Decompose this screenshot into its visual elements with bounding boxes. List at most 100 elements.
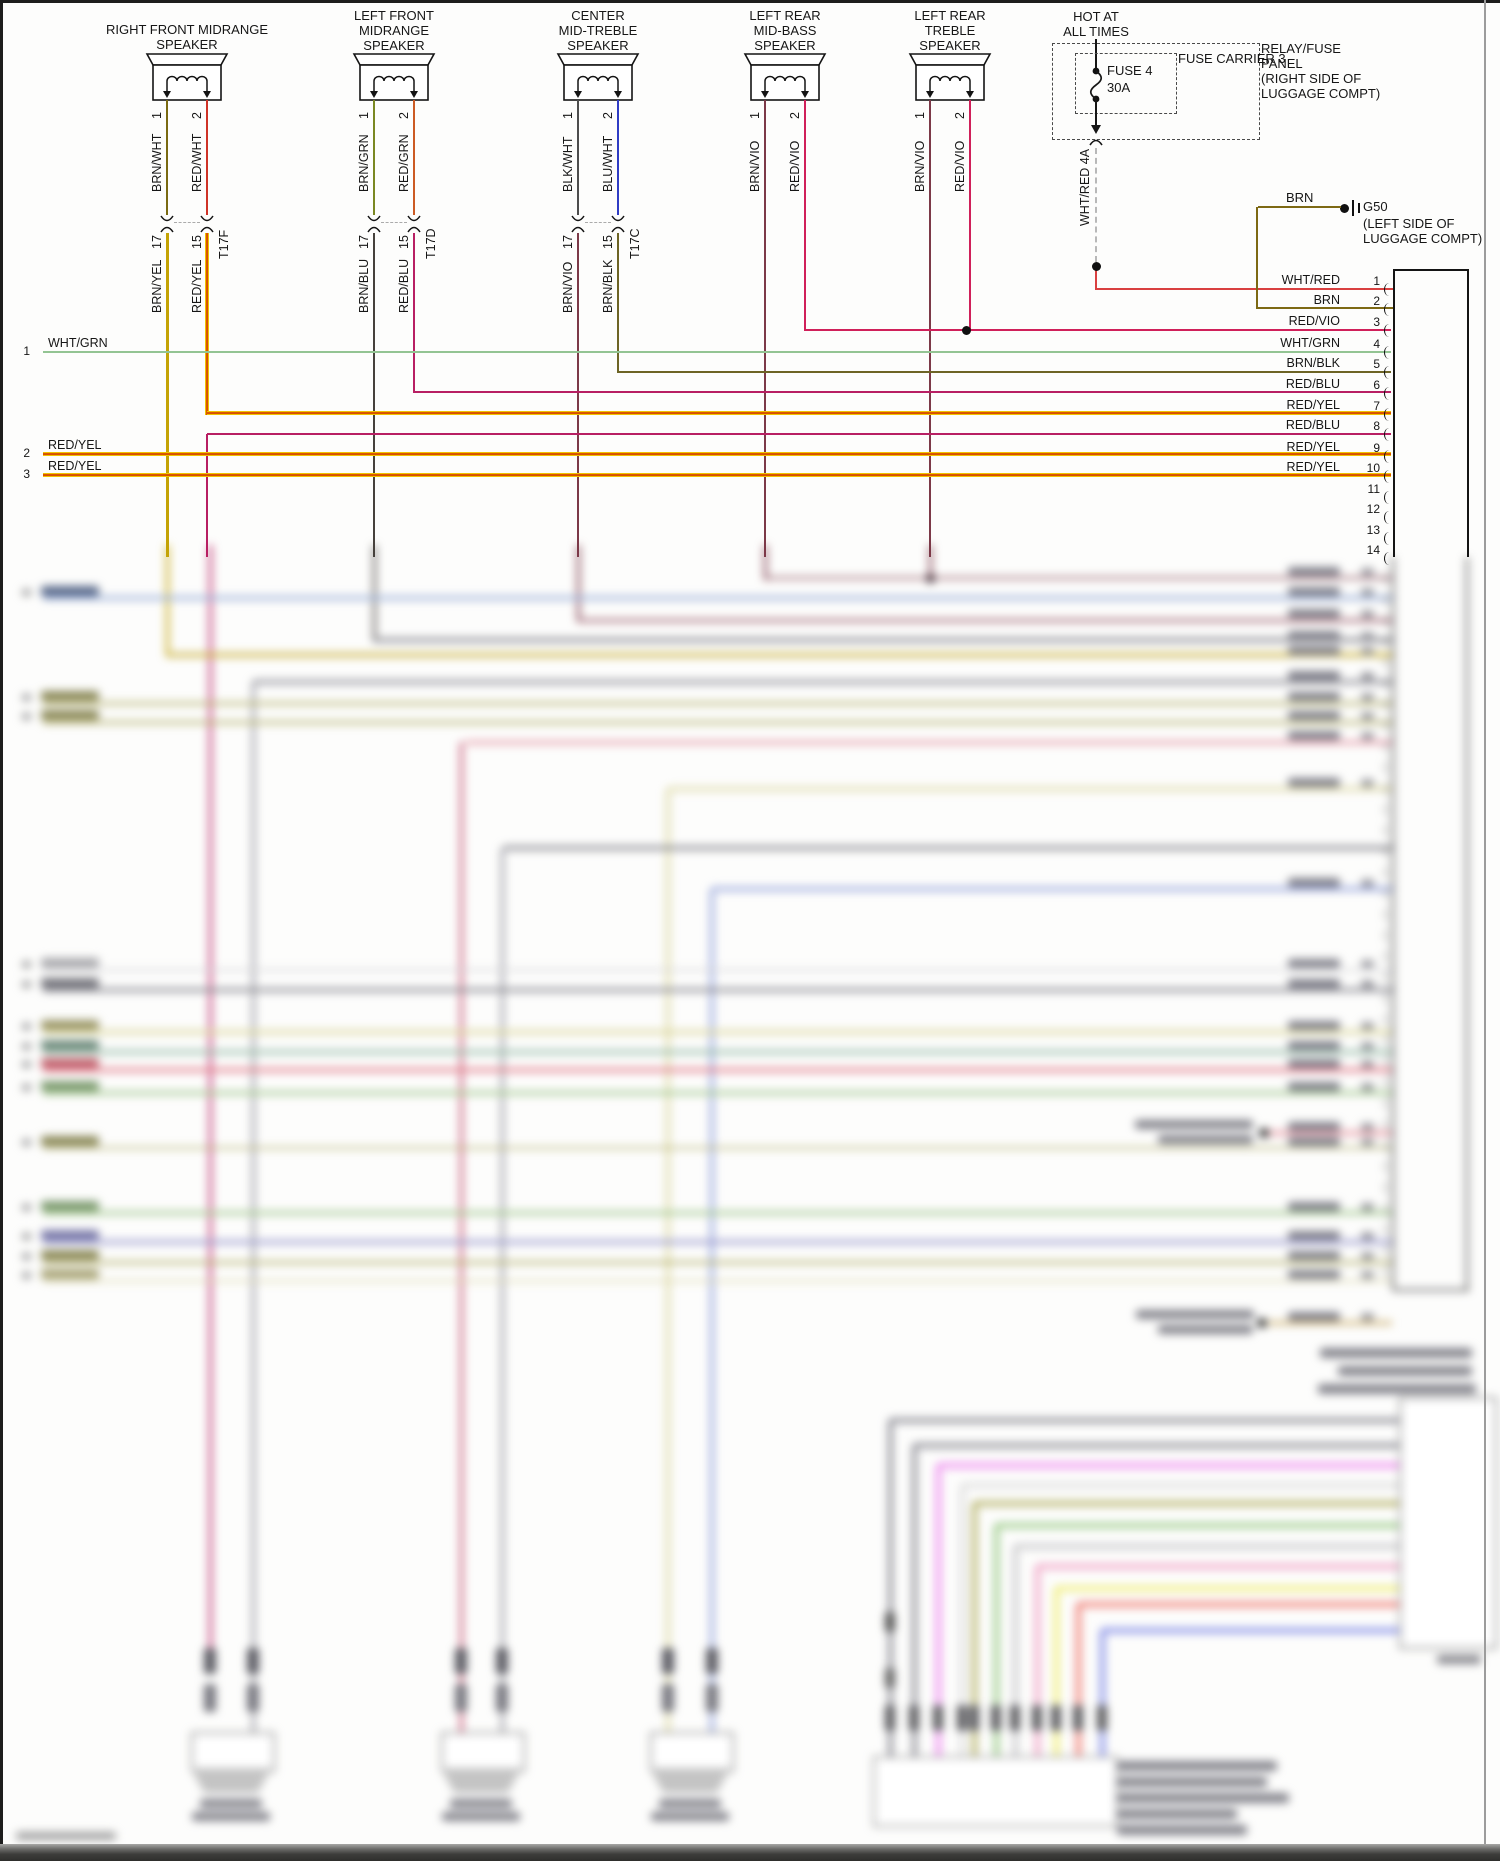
- blurred-left-pin: [22, 713, 31, 720]
- blurred-wire: [576, 545, 580, 622]
- blurred-pin-bracket: [1384, 1180, 1392, 1194]
- blurred-connector-row: [1032, 1705, 1042, 1731]
- blurred-pin-bracket: [1384, 1222, 1392, 1236]
- blurred-pin-bracket: [1384, 1096, 1392, 1110]
- blurred-wire: [962, 1482, 1399, 1488]
- blurred-pin-label: [1288, 587, 1340, 596]
- blurred-wire: [1078, 1601, 1399, 1607]
- blurred-wire: [996, 1522, 1399, 1528]
- blurred-wire: [1268, 1321, 1392, 1325]
- blurred-wire: [890, 1417, 1399, 1423]
- blurred-wire: [466, 740, 1392, 744]
- blurred-left-label: [41, 958, 99, 968]
- blurred-wire: [504, 846, 1392, 850]
- junction-dot: [925, 573, 935, 583]
- blurred-pin-label: [1288, 1312, 1340, 1321]
- blurred-pin-number: [1361, 1252, 1374, 1260]
- blurred-wire: [43, 1030, 1392, 1034]
- blurred-pin-number: [1361, 1138, 1374, 1146]
- blurred-pin-label: [1288, 731, 1340, 740]
- blurred-wire: [1075, 1604, 1081, 1756]
- blurred-connector-row: [991, 1705, 1001, 1731]
- blurred-pin-label: [1288, 567, 1340, 576]
- blurred-caption: [1117, 1825, 1247, 1835]
- blurred-speaker-cone: [440, 1768, 522, 1793]
- blurred-left-label: [41, 710, 99, 720]
- blurred-wire: [43, 1146, 1392, 1150]
- blurred-wire: [668, 787, 1392, 791]
- blurred-pin-number: [1361, 960, 1374, 968]
- blurred-left-label: [41, 1269, 99, 1279]
- blurred-wire: [43, 1279, 1392, 1283]
- blurred-connector-row: [1051, 1705, 1061, 1731]
- blurred-pin-number: [1361, 712, 1374, 720]
- blurred-pin-bracket: [1384, 886, 1392, 900]
- blurred-left-pin: [22, 694, 31, 701]
- blurred-left-label: [41, 691, 99, 701]
- blurred-pin-bracket: [1384, 907, 1392, 921]
- blurred-wire: [1099, 1630, 1105, 1756]
- blurred-left-label: [41, 1201, 99, 1211]
- blurred-pin-label: [1288, 1202, 1340, 1211]
- junction-dot: [1259, 1128, 1269, 1138]
- blurred-left-pin: [22, 1061, 31, 1068]
- blurred-pin-label: [1288, 671, 1340, 680]
- blurred-wire: [167, 653, 1392, 657]
- blurred-pin-label: [1288, 692, 1340, 701]
- blurred-left-label: [41, 978, 99, 988]
- blurred-pin-bracket: [1384, 1117, 1392, 1131]
- blurred-connector-row: [1097, 1705, 1107, 1731]
- blurred-wire: [500, 848, 504, 1734]
- blurred-connector-row: [885, 1705, 895, 1731]
- blurred-module-box: [1399, 1397, 1497, 1649]
- blurred-pin-number: [1361, 1123, 1374, 1131]
- blurred-note: [1135, 1120, 1253, 1129]
- blurred-left-pin: [22, 1233, 31, 1240]
- blurred-pin-bracket: [1384, 1243, 1392, 1257]
- blurred-pin-bracket: [1384, 1033, 1392, 1047]
- blurred-pin-number: [1361, 568, 1374, 576]
- blurred-left-pin: [22, 1139, 31, 1146]
- blurred-pin-number: [1361, 779, 1374, 787]
- blurred-pin-bracket: [1384, 865, 1392, 879]
- blurred-pin-number: [1361, 1203, 1374, 1211]
- blurred-left-label: [41, 1136, 99, 1146]
- right-border: [1484, 0, 1486, 1861]
- blurred-wire: [43, 596, 1392, 600]
- blurred-pin-number: [1361, 647, 1374, 655]
- blurred-left-pin: [22, 1272, 31, 1279]
- blurred-wire: [253, 680, 1392, 684]
- blurred-wire: [765, 576, 1392, 580]
- blurred-pin-bracket: [1384, 592, 1392, 606]
- blurred-left-label: [41, 1230, 99, 1240]
- bottom-bar: [0, 1844, 1500, 1861]
- blurred-pin-bracket: [1384, 844, 1392, 858]
- blurred-left-label: [41, 1058, 99, 1068]
- blurred-wire: [43, 988, 1392, 992]
- blurred-pin-bracket: [1384, 634, 1392, 648]
- blurred-pin-number: [1361, 610, 1374, 618]
- blurred-pin-number: [1361, 588, 1374, 596]
- blurred-pin-bracket: [1384, 970, 1392, 984]
- top-border: [0, 0, 1500, 3]
- blurred-left-pin: [22, 961, 31, 968]
- blurred-pin-bracket: [1384, 571, 1392, 585]
- blurred-wire: [1393, 1289, 1469, 1291]
- blurred-wire: [251, 682, 255, 1734]
- blurred-connector: [662, 1684, 674, 1712]
- blurred-wire: [1268, 1131, 1392, 1135]
- blurred-wire: [1053, 1588, 1059, 1756]
- blurred-pin-bracket: [1384, 949, 1392, 963]
- blurred-wire: [887, 1420, 893, 1756]
- blurred-wire: [993, 1525, 999, 1756]
- blurred-pin-label: [1288, 959, 1340, 968]
- blurred-caption: [1117, 1793, 1289, 1803]
- blurred-pin-bracket: [1384, 1075, 1392, 1089]
- blurred-connector-row: [1073, 1705, 1083, 1731]
- blurred-wire: [43, 968, 1392, 972]
- blurred-wire: [1034, 1566, 1040, 1756]
- blurred-watermark: [16, 1832, 116, 1840]
- blurred-wire: [43, 701, 1392, 705]
